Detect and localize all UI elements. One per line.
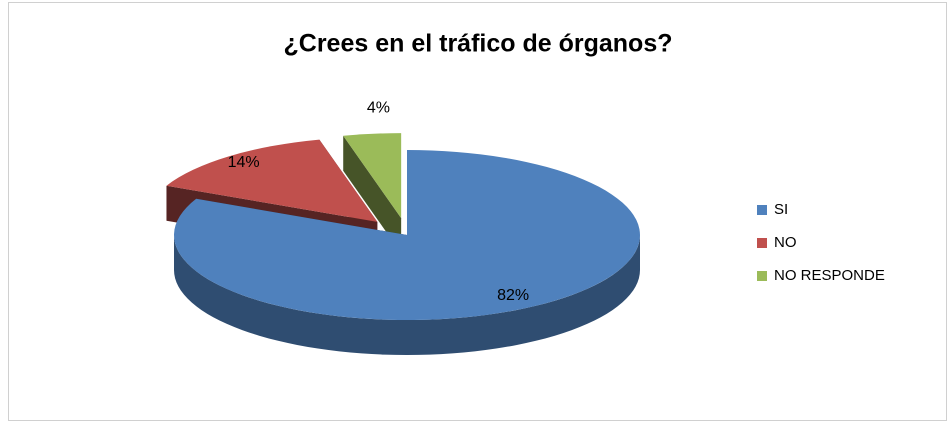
chart-title: ¿Crees en el tráfico de órganos? <box>284 30 673 58</box>
slice-side <box>174 235 640 355</box>
data-label: 4% <box>367 100 390 117</box>
legend-label: NO <box>774 234 797 251</box>
legend-swatch <box>757 205 767 215</box>
data-label: 82% <box>497 287 529 304</box>
slice-wall <box>343 135 402 254</box>
data-label: 14% <box>228 154 260 171</box>
legend-label: NO RESPONDE <box>774 267 885 284</box>
pie-slice <box>166 139 378 222</box>
legend-swatch <box>757 271 767 281</box>
legend-label: SI <box>774 201 788 218</box>
pie-slice <box>174 150 641 320</box>
pie-slice <box>343 133 402 219</box>
legend-swatch <box>757 238 767 248</box>
